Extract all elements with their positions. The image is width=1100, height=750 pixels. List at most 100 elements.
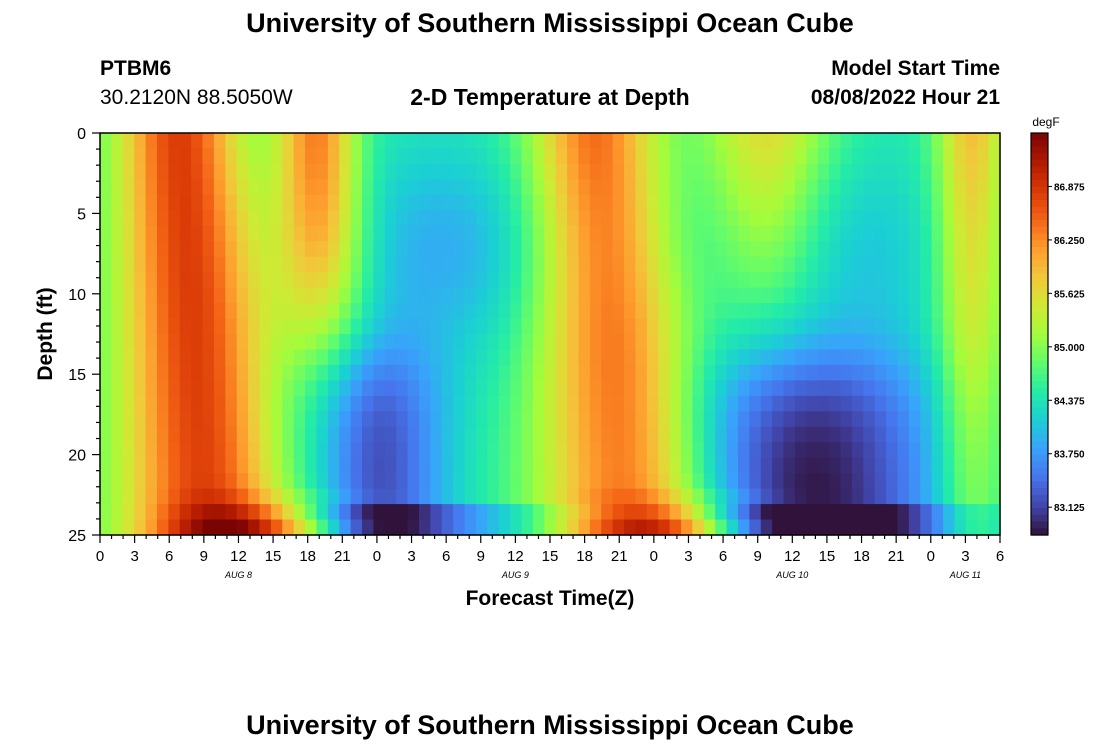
heatmap-cell <box>943 334 956 351</box>
heatmap-cell <box>669 334 682 351</box>
heatmap-cell <box>737 225 750 242</box>
heatmap-cell <box>202 411 215 428</box>
heatmap-cell <box>920 241 933 258</box>
heatmap-cell <box>373 318 386 335</box>
heatmap-cell <box>453 349 466 366</box>
heatmap-cell <box>270 519 283 536</box>
heatmap-cell <box>111 272 124 289</box>
heatmap-cell <box>225 318 238 335</box>
heatmap-cell <box>863 210 876 227</box>
heatmap-cell <box>122 133 135 150</box>
heatmap-cell <box>772 179 785 196</box>
heatmap-cell <box>840 148 853 165</box>
heatmap-cell <box>772 318 785 335</box>
heatmap-cell <box>225 442 238 459</box>
heatmap-cell <box>362 411 375 428</box>
heatmap-cell <box>726 148 739 165</box>
heatmap-cell <box>578 318 591 335</box>
heatmap-cell <box>487 457 500 474</box>
heatmap-cell <box>601 457 614 474</box>
colorbar-segment <box>1031 179 1048 188</box>
heatmap-cell <box>737 426 750 443</box>
heatmap-cell <box>589 380 602 397</box>
heatmap-cell <box>772 194 785 211</box>
heatmap-cell <box>737 395 750 412</box>
heatmap-cell <box>384 473 397 490</box>
heatmap-cell <box>840 287 853 304</box>
heatmap-cell <box>772 488 785 505</box>
heatmap-cell <box>977 380 990 397</box>
heatmap-cell <box>305 334 318 351</box>
heatmap-cell <box>305 364 318 381</box>
heatmap-cell <box>737 488 750 505</box>
heatmap-cell <box>692 287 705 304</box>
heatmap-cell <box>498 318 511 335</box>
heatmap-cell <box>703 395 716 412</box>
x-tick-label: 15 <box>542 548 559 565</box>
heatmap-cell <box>749 395 762 412</box>
heatmap-cell <box>760 519 773 536</box>
heatmap-cell <box>931 473 944 490</box>
heatmap-cell <box>658 179 671 196</box>
heatmap-cell <box>567 287 580 304</box>
heatmap-cell <box>293 411 306 428</box>
heatmap-cell <box>225 163 238 180</box>
heatmap-cell <box>111 287 124 304</box>
heatmap-cell <box>521 488 534 505</box>
heatmap-cell <box>521 210 534 227</box>
heatmap-cell <box>510 457 523 474</box>
heatmap-cell <box>624 395 637 412</box>
heatmap-cell <box>783 334 796 351</box>
x-tick-label: 0 <box>927 548 935 565</box>
heatmap-cell <box>225 411 238 428</box>
heatmap-cell <box>908 488 921 505</box>
heatmap-cell <box>931 163 944 180</box>
heatmap-cell <box>282 488 295 505</box>
heatmap-cell <box>749 210 762 227</box>
heatmap-cell <box>532 194 545 211</box>
heatmap-cell <box>851 256 864 273</box>
heatmap-cell <box>646 334 659 351</box>
heatmap-cell <box>920 318 933 335</box>
heatmap-cell <box>327 364 340 381</box>
heatmap-cell <box>305 272 318 289</box>
heatmap-cell <box>988 210 1001 227</box>
heatmap-cell <box>475 163 488 180</box>
heatmap-cell <box>726 179 739 196</box>
heatmap-cell <box>567 504 580 521</box>
heatmap-cell <box>236 504 249 521</box>
heatmap-cell <box>453 442 466 459</box>
heatmap-cell <box>418 442 431 459</box>
heatmap-cell <box>145 364 158 381</box>
heatmap-cell <box>669 504 682 521</box>
heatmap-cell <box>327 504 340 521</box>
heatmap-cell <box>316 504 329 521</box>
heatmap-cell <box>544 272 557 289</box>
heatmap-cell <box>225 364 238 381</box>
heatmap-cell <box>703 272 716 289</box>
heatmap-cell <box>920 504 933 521</box>
heatmap-cell <box>191 519 204 536</box>
heatmap-cell <box>350 163 363 180</box>
heatmap-cell <box>863 488 876 505</box>
heatmap-cell <box>213 473 226 490</box>
colorbar-segment <box>1031 380 1048 389</box>
heatmap-cell <box>350 179 363 196</box>
heatmap-cell <box>851 303 864 320</box>
heatmap-cell <box>202 488 215 505</box>
heatmap-cell <box>783 364 796 381</box>
heatmap-cell <box>202 287 215 304</box>
heatmap-cell <box>510 395 523 412</box>
heatmap-cell <box>851 426 864 443</box>
heatmap-cell <box>897 179 910 196</box>
heatmap-cell <box>749 364 762 381</box>
heatmap-cell <box>943 179 956 196</box>
heatmap-cell <box>430 225 443 242</box>
heatmap-cell <box>737 504 750 521</box>
heatmap-cell <box>202 133 215 150</box>
heatmap-cell <box>453 241 466 258</box>
heatmap-cell <box>362 334 375 351</box>
heatmap-cell <box>817 318 830 335</box>
heatmap-cell <box>510 380 523 397</box>
heatmap-cell <box>920 303 933 320</box>
